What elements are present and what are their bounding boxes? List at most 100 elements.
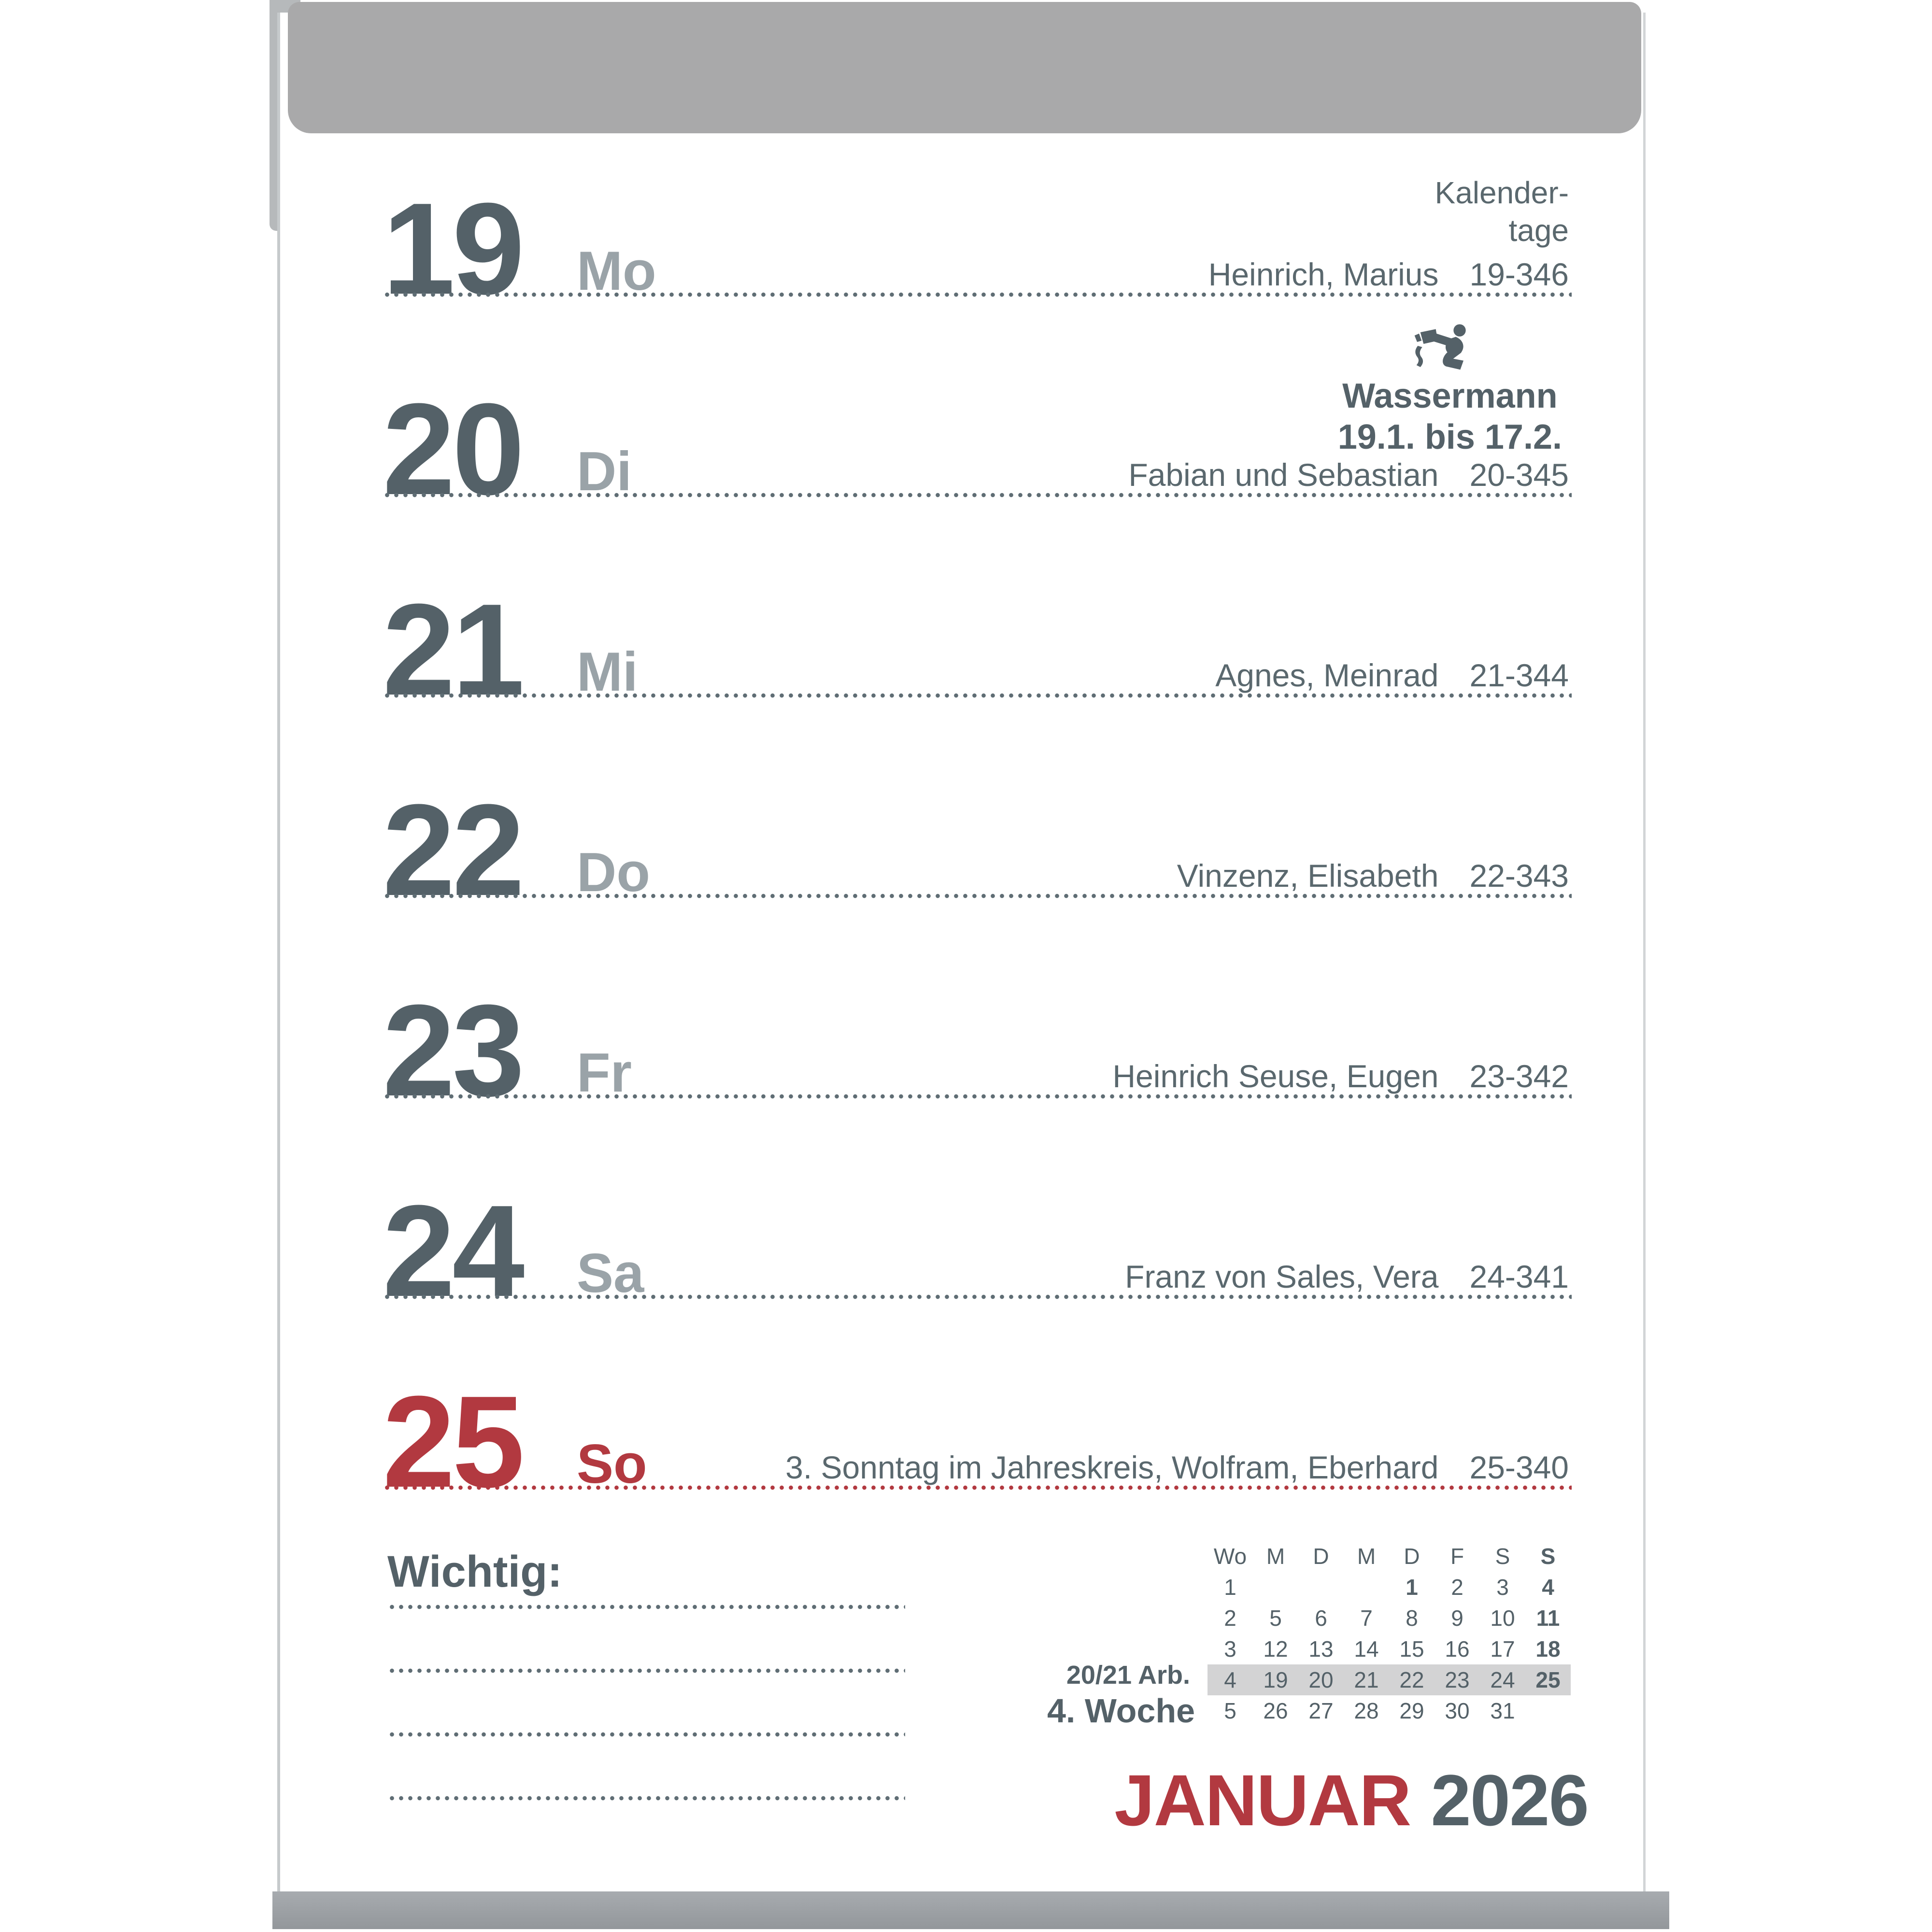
separator-dotted-line xyxy=(383,493,1572,497)
day-row: 21 Mi Agnes, Meinrad 21-344 xyxy=(383,534,1572,715)
mini-cal-cell: 11 xyxy=(1536,1605,1560,1631)
separator-dotted-line xyxy=(383,894,1572,898)
separator-dotted-line xyxy=(383,1094,1572,1099)
mini-cal-row: 2 5 6 7 8 9 10 11 xyxy=(1047,1603,1571,1634)
name-days: 3. Sonntag im Jahreskreis, Wolfram, Eber… xyxy=(785,1449,1439,1485)
mini-cal-header-cell: S xyxy=(1540,1544,1556,1569)
aquarius-icon xyxy=(1414,324,1466,370)
mini-cal-cell: 5 xyxy=(1269,1605,1282,1631)
day-of-year-code: 20-345 xyxy=(1469,457,1569,493)
mini-cal-week-label: 20/21 Arb. xyxy=(1066,1661,1190,1690)
mini-cal-cell: 17 xyxy=(1490,1636,1515,1662)
note-line xyxy=(387,1605,905,1609)
month-year: 2026 xyxy=(1431,1760,1589,1841)
mini-cal-cell: 24 xyxy=(1490,1667,1515,1692)
day-of-year-code: 25-340 xyxy=(1469,1449,1569,1485)
mini-cal-header-row: Wo M D M D F S S xyxy=(1047,1541,1571,1572)
name-days: Heinrich, Marius xyxy=(1208,256,1439,292)
day-of-year-code: 22-343 xyxy=(1469,858,1569,894)
day-of-year-code: 23-342 xyxy=(1469,1058,1569,1094)
name-days: Vinzenz, Elisabeth xyxy=(1177,858,1439,894)
mini-cal-cell: 16 xyxy=(1445,1636,1470,1662)
weekday-abbreviation: Mo xyxy=(577,241,656,302)
day-row: 25 So 3. Sonntag im Jahreskreis, Wolfram… xyxy=(383,1326,1572,1507)
weekday-abbreviation: So xyxy=(577,1434,647,1495)
mini-cal-header-cell: M xyxy=(1357,1544,1376,1569)
kalendertage-header: Kalender- tage xyxy=(1435,174,1569,249)
zodiac-block: Wassermann 19.1. bis 17.2. xyxy=(1338,323,1562,458)
day-of-year-code: 24-341 xyxy=(1469,1259,1569,1294)
mini-cal-row: 1 1 2 3 4 xyxy=(1047,1572,1571,1603)
mini-cal-cell: 14 xyxy=(1354,1636,1379,1662)
name-days: Franz von Sales, Vera xyxy=(1125,1259,1439,1294)
mini-cal-cell: 7 xyxy=(1360,1605,1373,1631)
mini-cal-header-cell: F xyxy=(1450,1544,1464,1569)
month-title: JANUAR 2026 xyxy=(1114,1764,1589,1836)
mini-cal-row: 4. Woche 5 26 27 28 29 30 31 xyxy=(1047,1692,1571,1730)
mini-cal-row: 20/21 Arb. 4 19 20 21 22 23 24 25 xyxy=(1047,1661,1571,1695)
separator-dotted-line xyxy=(383,292,1572,297)
mini-cal-row: 3 12 13 14 15 16 17 18 xyxy=(1047,1634,1571,1664)
binding-band xyxy=(288,2,1641,133)
mini-cal-cell: 9 xyxy=(1451,1605,1463,1631)
mini-cal-header-cell: D xyxy=(1404,1544,1420,1569)
name-days: Agnes, Meinrad xyxy=(1215,657,1439,693)
mini-cal-cell: 3 xyxy=(1224,1636,1236,1662)
mini-cal-cell: 15 xyxy=(1399,1636,1424,1662)
day-info-line: Franz von Sales, Vera 24-341 xyxy=(1125,1261,1569,1293)
name-days: Heinrich Seuse, Eugen xyxy=(1112,1058,1439,1094)
aquarius-icon-shape xyxy=(1414,324,1466,370)
mini-cal-cell: 5 xyxy=(1224,1698,1236,1723)
mini-cal-cells: 5 26 27 28 29 30 31 xyxy=(1208,1695,1571,1726)
mini-cal-cell: 2 xyxy=(1224,1605,1236,1631)
weekday-abbreviation: Mi xyxy=(577,641,638,703)
day-info-line: Heinrich, Marius 19-346 xyxy=(1208,258,1569,290)
day-of-year-code: 19-346 xyxy=(1469,256,1569,292)
mini-cal-cell: 22 xyxy=(1399,1667,1424,1692)
page-stack-edge xyxy=(272,1891,1669,1929)
mini-cal-cells: Wo M D M D F S S xyxy=(1208,1541,1571,1572)
weekday-abbreviation: Di xyxy=(577,441,632,502)
day-row: 24 Sa Franz von Sales, Vera 24-341 xyxy=(383,1135,1572,1317)
day-info-line: Heinrich Seuse, Eugen 23-342 xyxy=(1112,1060,1569,1092)
mini-cal-cell: 1 xyxy=(1406,1575,1418,1600)
mini-cal-cell: 13 xyxy=(1308,1636,1334,1662)
kalendertage-line2: tage xyxy=(1508,213,1569,248)
day-info-line: Vinzenz, Elisabeth 22-343 xyxy=(1177,860,1569,892)
weekday-abbreviation: Do xyxy=(577,842,650,903)
weekday-abbreviation: Sa xyxy=(577,1243,644,1304)
mini-cal-cell: 19 xyxy=(1263,1667,1288,1692)
mini-cal-week-label: 4. Woche xyxy=(1047,1692,1195,1730)
day-info-line: Fabian und Sebastian 20-345 xyxy=(1128,459,1569,491)
zodiac-name: Wassermann xyxy=(1342,377,1558,415)
mini-cal-cell: 27 xyxy=(1308,1698,1334,1723)
day-info-line: 3. Sonntag im Jahreskreis, Wolfram, Eber… xyxy=(785,1451,1569,1483)
mini-cal-cell: 4 xyxy=(1224,1667,1236,1692)
mini-cal-cells: 1 1 2 3 4 xyxy=(1208,1572,1571,1603)
mini-cal-header-cell: D xyxy=(1313,1544,1329,1569)
mini-cal-cell: 25 xyxy=(1535,1667,1561,1692)
day-row: 23 Fr Heinrich Seuse, Eugen 23-342 xyxy=(383,935,1572,1116)
note-line xyxy=(387,1732,905,1737)
mini-cal-cell: 29 xyxy=(1399,1698,1424,1723)
separator-dotted-line xyxy=(383,693,1572,698)
mini-cal-cell: 8 xyxy=(1406,1605,1418,1631)
mini-cal-cell: 4 xyxy=(1542,1575,1554,1600)
day-row: 19 Mo Heinrich, Marius 19-346 xyxy=(383,133,1572,314)
zodiac-date-range: 19.1. bis 17.2. xyxy=(1337,417,1562,456)
note-line xyxy=(387,1668,905,1673)
mini-cal-cell: 23 xyxy=(1445,1667,1470,1692)
mini-cal-cell: 31 xyxy=(1490,1698,1515,1723)
mini-cal-cell: 28 xyxy=(1354,1698,1379,1723)
month-name: JANUAR xyxy=(1114,1760,1411,1841)
kalendertage-line1: Kalender- xyxy=(1435,175,1569,210)
mini-cal-cell: 1 xyxy=(1224,1575,1236,1600)
calendar-page xyxy=(277,13,1646,1894)
note-line xyxy=(387,1796,905,1801)
mini-cal-cell: 3 xyxy=(1496,1575,1509,1600)
mini-cal-cell: 12 xyxy=(1263,1636,1288,1662)
separator-dotted-line xyxy=(383,1485,1572,1490)
mini-cal-cell: 21 xyxy=(1354,1667,1379,1692)
mini-cal-current-week: 4 19 20 21 22 23 24 25 xyxy=(1208,1664,1571,1695)
